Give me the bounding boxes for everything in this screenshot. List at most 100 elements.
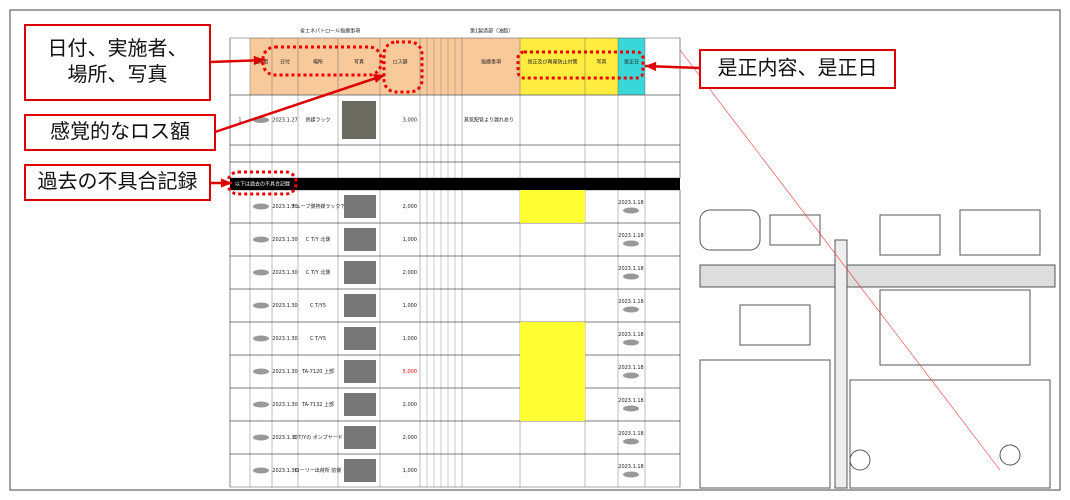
fix-date: 2023.1.18	[618, 233, 643, 239]
row-amount: 5,000	[403, 369, 417, 375]
stamp	[253, 203, 269, 210]
row-place: TA-7132 上部	[301, 401, 334, 408]
row-amount: 2,000	[403, 435, 417, 441]
row-amount: 3,000	[403, 118, 417, 124]
row-place: チューブ側熱媒ラック下	[291, 203, 346, 210]
photo	[344, 393, 376, 416]
row-date: 2023.1.30	[272, 468, 297, 474]
header-cell: 実施者	[253, 59, 268, 66]
row-date: 2023.1.27	[272, 118, 297, 124]
header-yellow	[520, 38, 618, 95]
highlight-ellipse	[261, 45, 383, 77]
row-date: 2023.1.30	[272, 303, 297, 309]
callout-box	[24, 164, 211, 201]
row-issue: 蒸気配管より漏れあり	[464, 117, 514, 124]
photo	[344, 195, 376, 218]
stamp	[253, 269, 269, 276]
fix-date: 2023.1.18	[618, 299, 643, 305]
callout-box	[24, 24, 211, 101]
arrow-head	[220, 178, 232, 188]
photo	[344, 426, 376, 449]
stamp	[623, 306, 639, 313]
stamp	[253, 401, 269, 408]
banner-text: 以下は過去の不具合記録	[235, 181, 290, 188]
row-date: 2023.1.30	[272, 435, 297, 441]
callout-text: 過去の不具合記録	[38, 169, 198, 193]
highlight	[520, 388, 585, 421]
arrow-head	[645, 61, 657, 72]
row-amount: 1,000	[403, 303, 417, 309]
row-date: 2023.1.30	[272, 402, 297, 408]
header-cell: 指摘事項	[481, 59, 501, 66]
fix-date: 2023.1.18	[618, 464, 643, 470]
stamp	[623, 438, 639, 445]
stamp	[253, 236, 269, 243]
photo	[344, 459, 376, 482]
photo	[344, 294, 376, 317]
row-place: C T/Y5	[310, 336, 326, 342]
banner	[230, 178, 680, 190]
header-cell: 写真	[354, 59, 364, 66]
row-date: 2023.1.30	[272, 270, 297, 276]
plant-map	[699, 209, 1056, 489]
highlight	[520, 322, 585, 355]
stamp	[253, 302, 269, 309]
highlight-ellipse	[382, 40, 424, 94]
header-cell: ロス額	[392, 59, 407, 66]
callout-text: 日付、実施者、	[48, 36, 188, 60]
photo	[344, 228, 376, 251]
header-cell: 是正日	[624, 60, 639, 66]
stamp	[623, 339, 639, 346]
row-amount: 1,000	[403, 468, 417, 474]
photo	[344, 327, 376, 350]
sheet: 省エネパトロール指摘事項 第1製造部（油脂） 日付 実施者 場所 写真 ロス額 指摘事項 是正及…	[229, 28, 681, 488]
header-cell: 是正及び再発防止対策	[527, 59, 577, 66]
highlight-ellipse	[516, 50, 645, 80]
row-place: C T/Yの ポンプヤード	[293, 434, 342, 441]
sheet-title: 省エネパトロール指摘事項	[300, 28, 360, 35]
row-amount: 1,000	[403, 336, 417, 342]
stamp	[253, 467, 269, 474]
highlight	[520, 355, 585, 388]
callout-box	[699, 49, 896, 89]
fix-date: 2023.1.18	[618, 332, 643, 338]
header-teal	[618, 38, 645, 95]
row-amount: 2,000	[403, 270, 417, 276]
callout-text: 感覚的なロス額	[50, 119, 190, 143]
stamp	[253, 335, 269, 342]
fix-date: 2023.1.18	[618, 266, 643, 272]
arrow-head	[373, 74, 385, 83]
row-amount: 2,000	[403, 204, 417, 210]
stamp	[623, 471, 639, 478]
callout-text: 是正内容、是正日	[718, 56, 878, 80]
stamp	[253, 434, 269, 441]
row-date: 2023.1.30	[272, 336, 297, 342]
photo	[342, 101, 376, 139]
row-date: 2023.1.30	[272, 369, 297, 375]
fix-date: 2023.1.18	[618, 365, 643, 371]
highlight	[520, 190, 585, 223]
row-amount: 2,000	[403, 402, 417, 408]
row-no: 1	[238, 118, 241, 124]
stamp	[623, 240, 639, 247]
row-place: C T/Y 北側	[306, 236, 330, 243]
callout-box	[24, 114, 216, 151]
stamp	[623, 207, 639, 214]
callout-text: 場所、写真	[68, 62, 168, 86]
stamp	[623, 273, 639, 280]
row-place: TA-7120 上部	[301, 368, 334, 375]
stamp	[623, 405, 639, 412]
arrow	[214, 73, 386, 134]
fix-date: 2023.1.18	[618, 431, 643, 437]
row-place: ローリー出荷所 前側	[295, 467, 342, 474]
header-cell: 写真	[596, 59, 606, 66]
row-amount: 1,000	[403, 237, 417, 243]
photo	[344, 360, 376, 383]
fix-date: 2023.1.18	[618, 398, 643, 404]
department: 第1製造部（油脂）	[470, 28, 513, 35]
row-date: 2023.1.30	[272, 237, 297, 243]
row-place: 熱媒ラック	[305, 117, 330, 124]
header-cell: 場所	[313, 59, 323, 66]
